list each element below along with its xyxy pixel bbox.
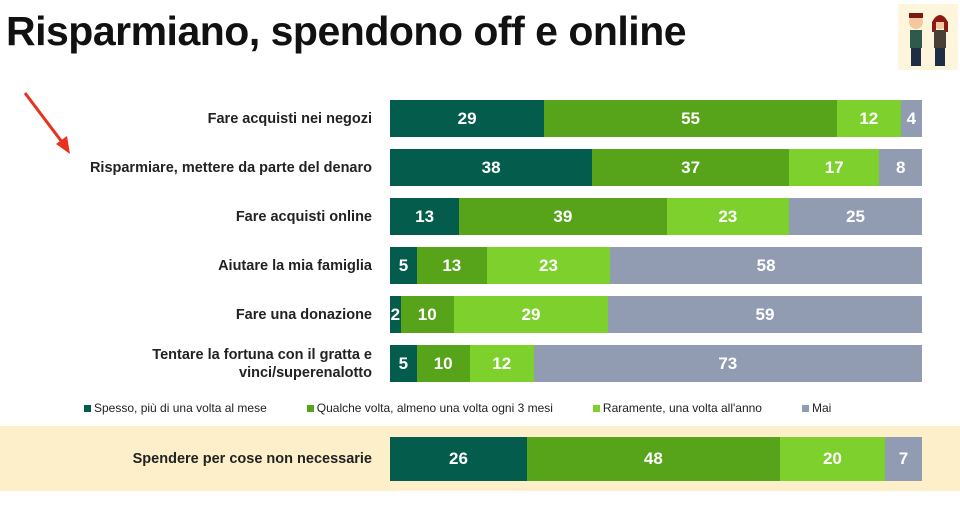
data-label: 23 bbox=[539, 255, 558, 275]
bar-row: 5 13 23 58 bbox=[390, 247, 922, 284]
category-label: Risparmiare, mettere da parte del denaro bbox=[89, 159, 372, 176]
data-label: 7 bbox=[898, 449, 909, 468]
legend-swatch bbox=[592, 404, 600, 412]
bar-segment: 17 bbox=[788, 149, 880, 186]
data-label: 25 bbox=[846, 206, 865, 226]
bar-segment: 12 bbox=[469, 345, 534, 382]
bar-row: 2 10 29 59 bbox=[390, 296, 922, 333]
category-label: Aiutare la mia famiglia bbox=[218, 257, 372, 274]
data-label: 13 bbox=[415, 206, 435, 226]
legend-item: Spesso, più di una volta al mese bbox=[84, 401, 267, 415]
category-label: Fare acquisti online bbox=[235, 208, 372, 225]
bar-segment: 12 bbox=[836, 100, 901, 137]
data-label: 10 bbox=[433, 353, 453, 373]
data-label: 73 bbox=[718, 353, 738, 373]
bar-segment: 2 bbox=[390, 296, 401, 333]
page-title: Risparmiano, spendono off e online bbox=[6, 8, 687, 54]
data-label: 17 bbox=[824, 157, 844, 177]
people-illustration-icon bbox=[898, 4, 958, 70]
bar-segment: 55 bbox=[544, 100, 837, 137]
data-label: 29 bbox=[521, 304, 541, 324]
data-label: 12 bbox=[492, 353, 512, 373]
data-label: 59 bbox=[755, 304, 775, 324]
data-label: 58 bbox=[756, 255, 776, 275]
category-label: Spendere per cose non necessarie bbox=[132, 451, 372, 467]
bar-segment: 23 bbox=[486, 247, 611, 284]
bar-row: 5 10 12 73 bbox=[390, 345, 922, 382]
data-label: 20 bbox=[822, 449, 842, 468]
data-label: 55 bbox=[681, 108, 701, 128]
category-label: Tentare la fortuna con il gratta e vinci… bbox=[152, 346, 372, 381]
bar-segment: 58 bbox=[610, 247, 922, 284]
legend-swatch bbox=[84, 404, 91, 412]
data-label: 23 bbox=[718, 206, 738, 226]
data-label: 38 bbox=[481, 157, 501, 177]
bar-segment: 13 bbox=[390, 198, 460, 235]
legend-item: Mai bbox=[801, 401, 832, 415]
bar-row: 26 48 20 7 bbox=[390, 437, 922, 481]
bar-segment: 48 bbox=[526, 437, 780, 481]
bar-segment: 7 bbox=[885, 437, 922, 481]
bar-segment: 8 bbox=[879, 149, 922, 186]
data-label: 8 bbox=[895, 157, 906, 177]
data-label: 12 bbox=[859, 108, 879, 128]
bar-segment: 39 bbox=[459, 198, 667, 235]
bar-segment: 10 bbox=[416, 345, 470, 382]
data-label: 29 bbox=[457, 108, 477, 128]
data-label: 39 bbox=[553, 206, 573, 226]
bar-segment: 59 bbox=[608, 296, 922, 333]
legend-item: Qualche volta, almeno una volta ogni 3 m… bbox=[306, 401, 553, 415]
data-label: 5 bbox=[398, 353, 409, 373]
bar-segment: 29 bbox=[453, 296, 609, 333]
data-label: 37 bbox=[681, 157, 701, 177]
legend-swatch bbox=[801, 404, 809, 412]
legend-label: Mai bbox=[811, 401, 832, 415]
bar-segment: 38 bbox=[390, 149, 593, 186]
bar-row: 13 39 23 25 bbox=[390, 198, 922, 235]
data-label: 5 bbox=[398, 255, 409, 275]
data-label: 2 bbox=[390, 304, 401, 324]
bar-segment: 5 bbox=[390, 247, 417, 284]
bar-segment: 23 bbox=[666, 198, 789, 235]
bar-segment: 25 bbox=[788, 198, 922, 235]
bar-segment: 26 bbox=[390, 437, 527, 481]
legend-swatch bbox=[306, 404, 314, 412]
bar-row: 38 37 17 8 bbox=[390, 149, 922, 186]
red-arrow-icon bbox=[23, 92, 70, 154]
bar-segment: 29 bbox=[390, 100, 545, 137]
legend-label: Spesso, più di una volta al mese bbox=[94, 401, 267, 415]
legend-label: Qualche volta, almeno una volta ogni 3 m… bbox=[316, 401, 553, 415]
bar-segment: 4 bbox=[900, 100, 922, 137]
data-label: 10 bbox=[417, 304, 437, 324]
category-label: Fare una donazione bbox=[235, 306, 372, 323]
legend-item: Raramente, una volta all'anno bbox=[592, 401, 762, 415]
bar-segment: 73 bbox=[533, 345, 922, 382]
data-label: 26 bbox=[449, 449, 468, 468]
bar-segment: 5 bbox=[390, 345, 417, 382]
data-label: 48 bbox=[643, 449, 663, 468]
bar-segment: 10 bbox=[400, 296, 454, 333]
bar-segment: 37 bbox=[592, 149, 789, 186]
category-label: Fare acquisti nei negozi bbox=[207, 110, 372, 127]
data-label: 4 bbox=[906, 108, 917, 128]
bar-segment: 20 bbox=[779, 437, 886, 481]
legend: Spesso, più di una volta al mese Qualche … bbox=[84, 401, 871, 415]
data-label: 13 bbox=[442, 255, 462, 275]
bar-segment: 13 bbox=[416, 247, 487, 284]
legend-label: Raramente, una volta all'anno bbox=[602, 401, 762, 415]
bar-row: 29 55 12 4 bbox=[390, 100, 922, 137]
